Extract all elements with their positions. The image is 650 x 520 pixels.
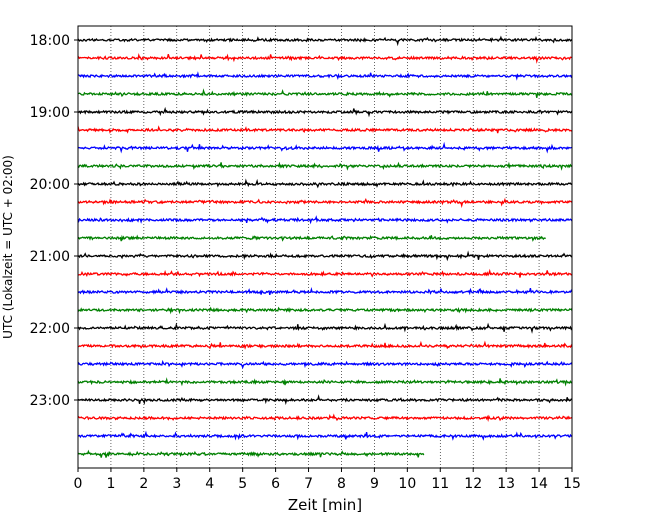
x-tick-label: 1 [106,476,115,492]
seismic-trace [77,35,573,47]
seismic-trace [77,268,573,278]
x-tick-label: 11 [431,476,449,492]
y-tick-label: 19:00 [30,105,70,121]
seismic-trace [77,430,573,441]
seismic-trace [77,394,573,406]
seismic-trace [77,215,573,225]
x-tick-label: 8 [337,476,346,492]
seismic-trace [77,340,573,350]
y-tick-label: 20:00 [30,177,70,193]
seismic-trace [77,286,573,296]
seismic-trace [77,52,573,64]
x-tick-label: 12 [464,476,482,492]
x-tick-label: 2 [139,476,148,492]
seismic-trace [77,178,573,189]
x-tick-label: 0 [74,476,83,492]
seismic-trace [77,377,573,387]
x-tick-label: 15 [563,476,581,492]
x-tick-label: 5 [238,476,247,492]
y-axis-ticks: 18:00 19:00 20:00 21:00 22:00 23:00 [30,33,78,409]
trace-group [77,35,573,458]
plot-frame [77,25,573,469]
seismic-trace [77,306,573,315]
x-axis-title: Zeit [min] [288,496,362,514]
plot-background [78,26,572,468]
seismic-trace [77,234,546,242]
x-tick-label: 4 [205,476,214,492]
seismic-trace [77,88,573,98]
seismic-trace [77,322,573,334]
seismic-trace [77,106,573,118]
seismic-trace [77,449,425,458]
x-tick-label: 13 [497,476,515,492]
x-tick-label: 9 [370,476,379,492]
y-tick-label: 23:00 [30,393,70,409]
seismic-trace [77,71,573,81]
seismic-trace [77,141,573,154]
x-axis-ticks: 0 1 2 3 4 5 6 7 8 9 10 11 12 13 14 15 [74,468,581,492]
y-tick-label: 18:00 [30,33,70,49]
y-tick-label: 21:00 [30,249,70,265]
x-tick-label: 10 [398,476,416,492]
y-tick-label: 22:00 [30,321,70,337]
seismic-trace [77,197,573,209]
x-tick-label: 3 [172,476,181,492]
seismic-trace [77,161,573,171]
seismic-trace [77,359,573,370]
seismic-trace [77,250,573,262]
x-tick-label: 14 [530,476,548,492]
seismic-trace [77,125,573,134]
x-tick-label: 7 [304,476,313,492]
x-tick-label: 6 [271,476,280,492]
y-axis-title: UTC (Lokalzeit = UTC + 02:00) [1,155,15,339]
seismic-trace [77,413,573,422]
